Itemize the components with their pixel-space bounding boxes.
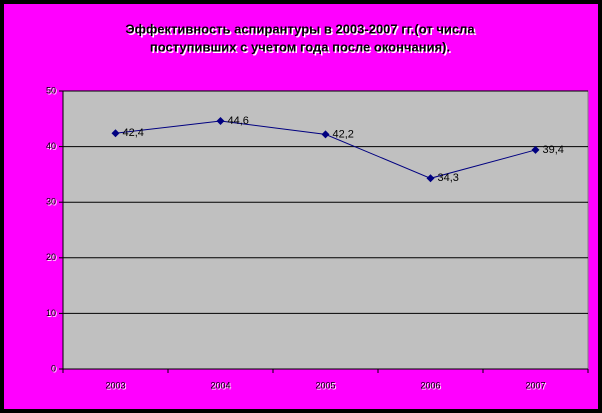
y-tick-label: 0 <box>51 363 56 373</box>
y-tick-label-shadow: 30 <box>47 198 57 208</box>
y-tick-label: 50 <box>46 85 56 95</box>
marker <box>321 130 330 139</box>
y-tick-label-shadow: 0 <box>52 364 57 374</box>
data-label: 34,3 <box>438 172 459 184</box>
x-tick-label-shadow: 2005 <box>316 381 336 391</box>
marker <box>216 117 225 126</box>
data-label: 39,4 <box>543 144 564 156</box>
x-tick-label: 2005 <box>315 380 335 390</box>
x-tick-label: 2007 <box>525 380 545 390</box>
x-tick-label-shadow: 2007 <box>526 381 546 391</box>
marker <box>531 145 540 154</box>
x-tick-label-shadow: 2003 <box>106 381 126 391</box>
x-tick-label-shadow: 2004 <box>211 381 231 391</box>
y-tick-label-shadow: 50 <box>47 86 57 96</box>
data-label: 42,4 <box>123 127 144 139</box>
y-tick-label-shadow: 10 <box>47 309 57 319</box>
chart-title: Эффективность аспирантуры в 2003-2007 гг… <box>125 21 475 36</box>
chart-title-shadow: поступивших с учетом года после окончани… <box>151 41 451 56</box>
marker <box>426 174 435 183</box>
data-label: 44,6 <box>228 115 249 127</box>
marker <box>111 129 120 138</box>
y-tick-label-shadow: 40 <box>47 142 57 152</box>
x-tick-label-shadow: 2006 <box>421 381 441 391</box>
x-tick-label: 2003 <box>105 380 125 390</box>
y-tick-label: 10 <box>46 308 56 318</box>
chart-title-shadow: Эффективность аспирантуры в 2003-2007 гг… <box>127 23 477 38</box>
y-tick-label: 40 <box>46 141 56 151</box>
x-tick-label: 2004 <box>210 380 230 390</box>
chart-title: поступивших с учетом года после окончани… <box>150 39 450 54</box>
y-tick-label-shadow: 20 <box>47 253 57 263</box>
y-tick-label: 20 <box>46 252 56 262</box>
data-label: 42,2 <box>333 128 354 140</box>
y-tick-label: 30 <box>46 197 56 207</box>
x-tick-label: 2006 <box>420 380 440 390</box>
